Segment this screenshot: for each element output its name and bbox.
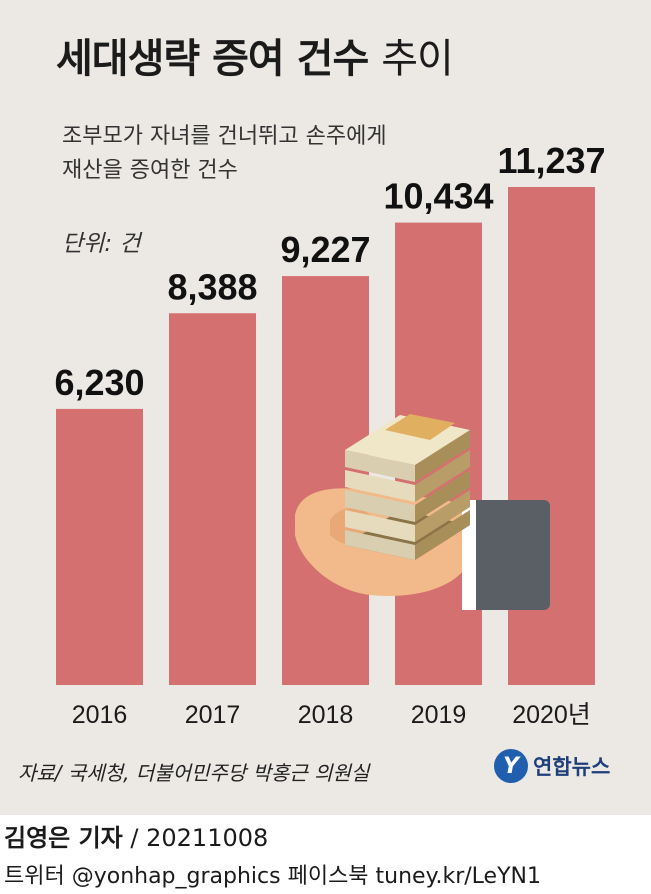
value-label-2019: 10,434 — [383, 176, 493, 217]
logo-text: 연합뉴스 — [533, 755, 611, 779]
title-bold: 세대생략 증여 건수 — [56, 36, 369, 82]
news-agency-logo: Y 연합뉴스 — [494, 748, 610, 784]
subtitle-line-2: 재산을 증여한 건수 — [62, 158, 238, 183]
bar-2020년 — [508, 187, 595, 685]
subtitle-line-1: 조부모가 자녀를 건너뛰고 손주에게 — [62, 124, 387, 149]
unit-label: 단위: 건 — [62, 231, 141, 257]
chart-panel: 세대생략 증여 건수 추이 조부모가 자녀를 건너뛰고 손주에게 재산을 증여한… — [0, 0, 651, 815]
value-label-2016: 6,230 — [54, 362, 144, 403]
source-note: 자료/ 국세청, 더불어민주당 박홍근 의원실 — [18, 761, 370, 785]
bar-2017 — [169, 313, 256, 685]
value-label-2017: 8,388 — [167, 266, 257, 307]
publish-date: / 20211008 — [130, 824, 269, 852]
category-label-2019: 2019 — [411, 701, 467, 729]
hand-money-illustration — [295, 414, 550, 610]
title-light: 추이 — [381, 36, 454, 82]
category-label-2020년: 2020년 — [512, 701, 591, 729]
category-label-2017: 2017 — [185, 701, 241, 729]
category-label-2016: 2016 — [72, 701, 128, 729]
value-label-2018: 9,227 — [280, 229, 370, 270]
reporter-name: 김영은 기자 — [4, 824, 123, 852]
category-label-2018: 2018 — [298, 701, 354, 729]
value-label-2020년: 11,237 — [497, 140, 605, 181]
byline: 김영은 기자 / 20211008 — [4, 818, 268, 853]
logo-icon: Y — [494, 749, 528, 783]
social-links: 트위터 @yonhap_graphics 페이스북 tuney.kr/LeYN1 — [4, 864, 541, 889]
chart-title: 세대생략 증여 건수 추이 — [56, 26, 454, 84]
bars-group: 6,230 2016 8,388 2017 9,227 2018 10,434 2019 11,… — [54, 140, 605, 729]
bar-2016 — [56, 408, 143, 685]
bar-chart: 6,230 2016 8,388 2017 9,227 2018 10,434 2019 11,… — [54, 140, 605, 729]
